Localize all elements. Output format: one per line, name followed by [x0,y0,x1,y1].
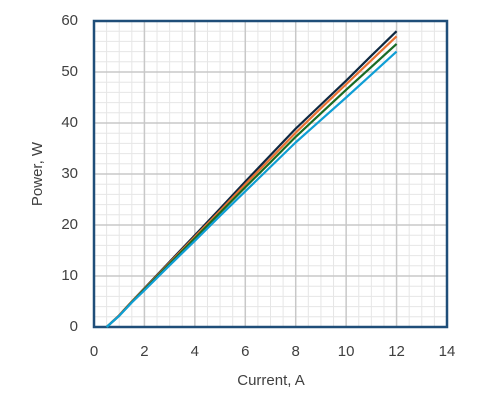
x-tick-label: 12 [388,343,405,360]
x-tick-label: 6 [241,343,249,360]
y-tick-label: 10 [61,267,78,284]
x-tick-label: 4 [191,343,199,360]
y-tick-label: 0 [70,318,78,335]
x-tick-label: 2 [140,343,148,360]
line [105,50,398,328]
y-axis-label: Power, W [29,141,46,206]
x-tick-label: 0 [90,343,98,360]
plot-border [92,19,449,329]
y-tick-label: 40 [61,114,78,131]
x-tick-label: 10 [338,343,355,360]
y-tick-label: 20 [61,216,78,233]
x-tick-label: 8 [292,343,300,360]
y-tick-label: 60 [61,12,78,29]
x-tick-label: 14 [439,343,456,360]
x-axis-label: Current, A [237,372,305,389]
y-tick-label: 30 [61,165,78,182]
y-tick-label: 50 [61,63,78,80]
